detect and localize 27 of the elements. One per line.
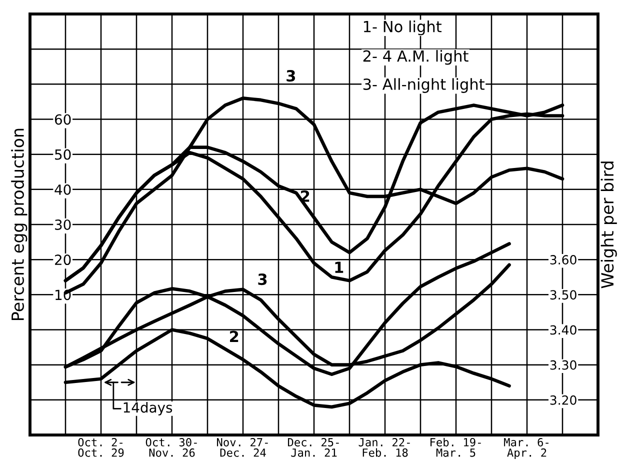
y-tick-label: 40 xyxy=(54,184,71,195)
y-tick-label: 50 xyxy=(55,149,71,160)
annotation: 3 xyxy=(286,70,296,82)
y-axis-title: Percent egg production xyxy=(11,128,28,320)
annotation: 14days xyxy=(124,402,172,416)
annotation: 3 xyxy=(258,274,267,286)
annotation: 1- No light xyxy=(364,20,442,36)
y-tick-label: 60 xyxy=(54,114,71,125)
y-tick-label: 20 xyxy=(55,254,71,266)
x-tick-label: Mar. 6- Apr. 2 xyxy=(504,438,548,459)
y2-tick-label: 3.60 xyxy=(550,255,576,265)
x-tick-label: Feb. 19- Mar. 5 xyxy=(430,438,481,457)
x-tick-label: Oct. 30- Nov. 26 xyxy=(146,438,197,457)
annotation: 2 xyxy=(230,330,238,342)
x-tick-label: Dec. 25- Jan. 21 xyxy=(288,438,339,457)
annotation: 2- 4 A.M. light xyxy=(363,50,468,65)
y-tick-label: 30 xyxy=(55,219,71,230)
y2-tick-label: 3.30 xyxy=(550,360,576,370)
annotation: 1 xyxy=(335,262,344,273)
x-tick-label: Oct. 2- Oct. 29 xyxy=(78,438,124,457)
y2-axis-title: Weight per bird xyxy=(600,162,617,288)
y2-tick-label: 3.40 xyxy=(550,325,576,335)
annotation: 3- All-night light xyxy=(363,78,484,93)
y2-tick-label: 3.20 xyxy=(550,395,576,405)
x-tick-label: Jan. 22- Feb. 18 xyxy=(358,438,410,457)
x-tick-label: Nov. 27- Dec. 24 xyxy=(216,438,268,457)
y2-tick-label: 3.50 xyxy=(550,290,576,300)
